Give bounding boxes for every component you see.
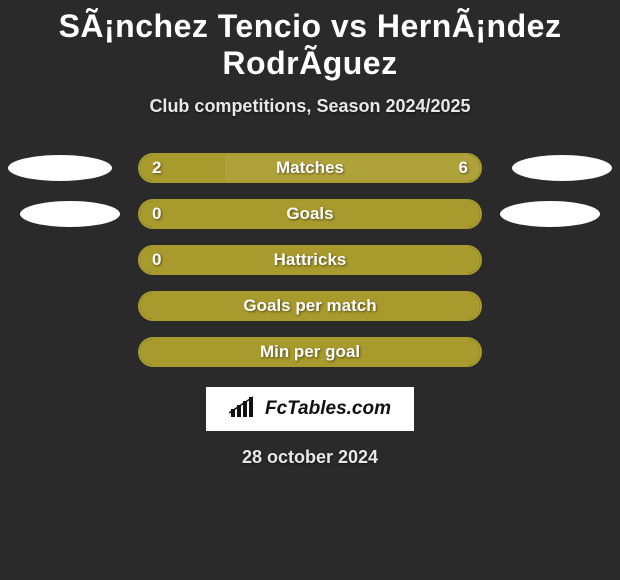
stat-bar: Goals per match bbox=[138, 291, 482, 321]
comparison-row: Hattricks0 bbox=[0, 245, 620, 275]
comparison-row: Min per goal bbox=[0, 337, 620, 367]
stat-value-left: 2 bbox=[152, 155, 161, 181]
left-oval bbox=[8, 155, 112, 181]
footer-date: 28 october 2024 bbox=[0, 447, 620, 468]
stat-bar: Hattricks0 bbox=[138, 245, 482, 275]
chart-icon bbox=[229, 395, 259, 424]
comparison-row: Goals0 bbox=[0, 199, 620, 229]
stat-label: Goals per match bbox=[140, 293, 480, 319]
badge-text: FcTables.com bbox=[265, 398, 391, 420]
stat-label: Goals bbox=[140, 201, 480, 227]
comparison-row: Matches2 6 bbox=[0, 153, 620, 183]
stat-label: Min per goal bbox=[140, 339, 480, 365]
left-oval bbox=[20, 201, 120, 227]
stat-bar: Matches2 6 bbox=[138, 153, 482, 183]
subtitle: Club competitions, Season 2024/2025 bbox=[0, 96, 620, 117]
right-oval bbox=[500, 201, 600, 227]
source-badge: FcTables.com bbox=[206, 387, 414, 431]
page-title: SÃ¡nchez Tencio vs HernÃ¡ndez RodrÃ­guez bbox=[0, 0, 620, 82]
right-oval bbox=[512, 155, 612, 181]
stat-bar: Min per goal bbox=[138, 337, 482, 367]
stat-bar: Goals0 bbox=[138, 199, 482, 229]
comparison-row: Goals per match bbox=[0, 291, 620, 321]
comparison-rows: Matches26Goals0Hattricks0Goals per match… bbox=[0, 153, 620, 367]
stat-value-right: 6 bbox=[459, 155, 468, 181]
stat-label: Matches bbox=[140, 155, 480, 181]
stat-value-left: 0 bbox=[152, 201, 161, 227]
stat-label: Hattricks bbox=[140, 247, 480, 273]
stat-value-left: 0 bbox=[152, 247, 161, 273]
